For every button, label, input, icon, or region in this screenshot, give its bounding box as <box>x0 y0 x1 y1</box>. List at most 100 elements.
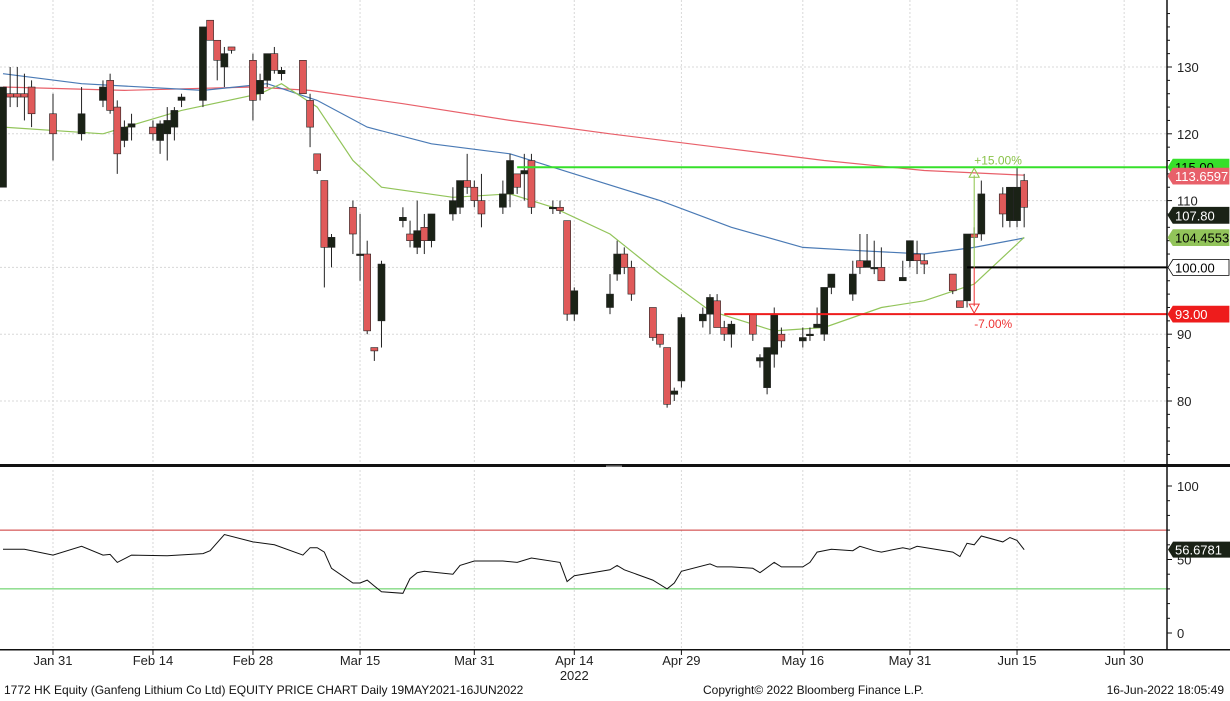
candle-body <box>763 347 771 388</box>
candle-body <box>520 170 529 175</box>
candle-body <box>1006 186 1014 221</box>
candle-body <box>499 193 507 208</box>
candle-body <box>249 60 257 101</box>
candle-body <box>706 297 714 315</box>
rsi-tick-label: 100 <box>1177 479 1199 494</box>
candle <box>406 220 414 248</box>
candle-body <box>99 86 107 101</box>
candle <box>0 86 7 188</box>
candle <box>948 273 957 295</box>
candle-body <box>1013 186 1021 221</box>
candle <box>170 107 179 141</box>
candle <box>863 234 871 268</box>
candle <box>427 213 436 248</box>
date-tick-label: May 31 <box>889 653 932 668</box>
candle <box>763 347 771 395</box>
candle <box>199 26 207 108</box>
chart-axes: 80 90 100 110 120 130 Jan 31 Feb 14 Feb 28 Mar 15… <box>0 0 1230 683</box>
candle-body <box>670 390 679 395</box>
candle <box>977 180 986 241</box>
candle-body <box>720 327 729 335</box>
moving-average-lines <box>2 73 1025 332</box>
candle-body <box>948 273 957 292</box>
candle <box>613 240 621 281</box>
candle <box>877 247 886 282</box>
candle-body <box>699 313 707 322</box>
candle-body <box>427 213 436 241</box>
price-value-label: 113.6597 <box>1175 169 1228 184</box>
candle-body <box>956 300 964 308</box>
date-tick-label: Mar 15 <box>340 653 380 668</box>
candle-body <box>327 237 336 248</box>
candle-body <box>256 80 264 95</box>
candle <box>77 87 86 141</box>
candle <box>420 213 429 255</box>
candle-body <box>370 347 379 352</box>
candle-body <box>506 160 514 195</box>
date-tick-label: Apr 29 <box>662 653 700 668</box>
candle-body <box>663 347 671 405</box>
candle <box>377 260 386 348</box>
price-value-label: 100.00 <box>1175 260 1215 275</box>
candle <box>549 200 557 214</box>
candle <box>49 93 57 161</box>
candle-body <box>827 273 836 288</box>
candle-body <box>263 53 272 81</box>
candle-body <box>320 180 329 248</box>
candle-body <box>313 153 322 171</box>
date-tick-label: Feb 28 <box>233 653 273 668</box>
candle <box>1020 173 1028 228</box>
candle-body <box>527 160 536 208</box>
candle <box>770 307 779 368</box>
candle-body <box>913 253 921 262</box>
candle-body <box>349 206 357 235</box>
candle <box>256 73 264 101</box>
candle-body <box>449 200 457 215</box>
candle <box>620 247 629 275</box>
candle-body <box>399 217 407 221</box>
candle <box>749 313 757 341</box>
candle <box>106 73 114 114</box>
candle-body <box>898 277 907 282</box>
candle <box>677 314 686 388</box>
candle <box>713 294 721 328</box>
candle-body <box>163 120 172 135</box>
rsi-line <box>3 533 1025 594</box>
candle <box>998 187 1007 228</box>
candle <box>756 354 764 368</box>
price-value-label: 93.00 <box>1175 307 1208 322</box>
candle <box>370 347 379 361</box>
candle <box>563 220 571 321</box>
year-label: 2022 <box>560 668 589 683</box>
candle <box>449 187 457 221</box>
candle-body <box>613 253 621 275</box>
candle <box>20 73 29 121</box>
candle-body <box>727 323 736 335</box>
candle-body <box>77 113 86 135</box>
candle-body <box>363 253 371 332</box>
candle-body <box>749 313 757 335</box>
up-arrow-head <box>968 167 981 178</box>
candle <box>477 173 486 228</box>
candle <box>898 260 907 282</box>
price-value-tag <box>1167 229 1230 247</box>
candle-body <box>213 39 222 61</box>
candle <box>827 273 836 295</box>
candle-body <box>420 227 429 241</box>
candle <box>506 153 514 208</box>
candle <box>399 207 407 228</box>
candle <box>663 347 671 408</box>
candle-body <box>120 126 129 141</box>
candle-body <box>677 317 686 382</box>
percent-annotation: +15.00% <box>974 154 1022 168</box>
candle <box>327 234 336 268</box>
price-level-lines <box>517 166 1167 316</box>
candle-body <box>570 290 579 315</box>
date-tick-label: Mar 31 <box>454 653 494 668</box>
candle-body <box>863 260 871 268</box>
candle-body <box>270 53 279 71</box>
candle-body <box>199 26 207 101</box>
candle-body <box>649 307 657 338</box>
